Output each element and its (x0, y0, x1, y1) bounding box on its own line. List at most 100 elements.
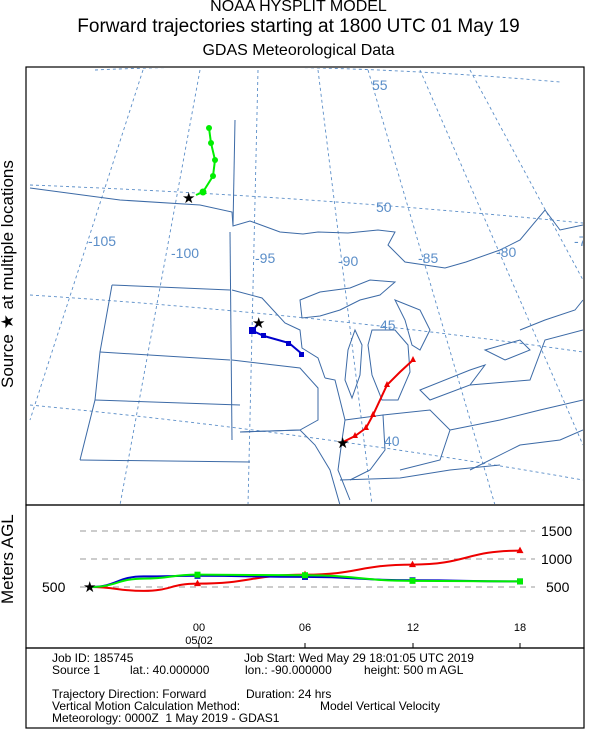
source-height-label: 500 (42, 579, 66, 595)
state-border-il (324, 377, 351, 501)
source-star-icon: ★ (182, 190, 195, 207)
job-start: Job Start: Wed May 29 18:01:05 UTC 2019 (244, 651, 474, 665)
title-line-2: Forward trajectories starting at 1800 UT… (77, 16, 520, 37)
trajectory-point (410, 356, 416, 362)
source-height: height: 500 m AGL (364, 663, 464, 677)
map-side-label: Source ★ at multiple locations (0, 160, 17, 388)
height-series-marker (302, 572, 308, 579)
map-area: -105 -100 -95 -90 -85 -80 -75 55 50 45 4… (29, 68, 594, 504)
lon-label-75: -75 (574, 233, 594, 249)
title-line-1: NOAA HYSPLIT MODEL (210, 0, 387, 15)
map-frame (25, 66, 585, 506)
x-axis: 00 06 12 18 05/02 (185, 622, 526, 648)
latitude-line-50 (29, 184, 583, 224)
lon-label-85: -85 (418, 250, 438, 266)
great-lakes-michigan (344, 328, 363, 400)
source-star-icon: ★ (336, 435, 349, 452)
start-star-icon: ★ (83, 579, 96, 596)
state-border-pa-ny (469, 329, 583, 386)
lon-label-90: -90 (338, 253, 358, 269)
height-series-marker (516, 546, 524, 554)
state-border-ks-ok (79, 459, 251, 463)
lon-label-105: -105 (88, 233, 116, 249)
latitude-line-40 (29, 404, 583, 481)
source-lon: lon.: -90.000000 (245, 663, 332, 677)
state-border-dakotas (111, 284, 231, 291)
trajectory-point (363, 424, 369, 430)
graticule (29, 68, 583, 504)
trajectory-green: ★ (182, 125, 218, 207)
great-lakes-superior (299, 279, 397, 319)
trajectory-direction: Trajectory Direction: Forward (52, 687, 207, 701)
lon-label-80: -80 (496, 244, 516, 260)
trajectory-point (384, 381, 390, 387)
height-series-line (89, 573, 521, 588)
lon-label-95: -95 (255, 250, 275, 266)
meridian-95 (247, 69, 259, 504)
lat-label-50: 50 (376, 199, 392, 215)
trajectory-point (210, 173, 216, 179)
trajectory-point (352, 432, 358, 438)
boundaries (29, 119, 583, 504)
source-name: Source 1 (52, 663, 101, 677)
vertical-method-label: Vertical Motion Calculation Method: (52, 699, 241, 713)
duration: Duration: 24 hrs (246, 687, 332, 701)
trajectory-point (370, 411, 376, 417)
trajectory-point (206, 125, 212, 131)
right-tick-500: 500 (546, 579, 570, 595)
state-border-mo (239, 429, 341, 504)
x-tick-12: 12 (407, 622, 419, 634)
canada-province-line (232, 119, 236, 227)
x-tick-06: 06 (299, 622, 311, 634)
meridian-80 (419, 69, 583, 446)
source-lat: lat.: 40.000000 (130, 663, 210, 677)
state-border-mn-wi (231, 289, 326, 379)
michigan-peninsula (367, 329, 411, 401)
x-tick-18: 18 (514, 622, 526, 634)
height-series-marker (517, 578, 523, 585)
trajectory-point (199, 188, 207, 196)
series-layer (89, 546, 524, 592)
height-axis-label: Meters AGL (0, 514, 17, 604)
height-series-marker (194, 579, 201, 587)
right-tick-1500: 1500 (541, 523, 572, 539)
canada-us-border (29, 187, 583, 269)
lon-label-100: -100 (171, 245, 199, 261)
x-tick-00: 00 (193, 622, 205, 634)
state-border-west (79, 284, 113, 461)
trajectory-point (286, 341, 291, 346)
great-lakes-erie (419, 364, 487, 401)
lat-label-45: 45 (380, 317, 396, 333)
job-id: Job ID: 185745 (52, 651, 134, 665)
canada-coast (519, 299, 583, 331)
meteorology: Meteorology: 0000Z 1 May 2019 - GDAS1 (52, 711, 280, 725)
trajectory-point (261, 333, 266, 338)
height-panel: 500 1500 1000 500 ★ 00 06 12 18 05/02 (42, 523, 572, 648)
trajectory-point (212, 157, 218, 163)
state-border-east (449, 399, 583, 431)
date-label: 05/02 (185, 635, 213, 647)
trajectory-point (299, 352, 304, 357)
lat-label-55: 55 (372, 77, 388, 93)
right-tick-1000: 1000 (541, 551, 572, 567)
meridian-100 (119, 69, 201, 504)
vertical-method-value: Model Vertical Velocity (320, 699, 441, 713)
source-star-icon: ★ (252, 315, 265, 332)
lat-label-40: 40 (384, 433, 400, 449)
state-border-ia (231, 359, 319, 433)
height-series-marker (409, 560, 416, 568)
trajectory-point (208, 140, 214, 146)
latitude-line-45 (29, 294, 583, 353)
trajectory-blue: ★ (249, 315, 304, 357)
state-border-va (469, 429, 583, 471)
meridian-105 (29, 69, 144, 421)
state-border-sd-ne (99, 351, 231, 361)
latitude-line-55 (94, 68, 561, 83)
great-lakes-ontario (483, 339, 531, 361)
title-line-3: GDAS Meteorological Data (202, 42, 395, 59)
trajectory-red: ★ (336, 356, 416, 452)
state-border-nd-sd (229, 231, 233, 441)
height-series-marker (409, 577, 416, 584)
trajectory-point (249, 327, 256, 334)
